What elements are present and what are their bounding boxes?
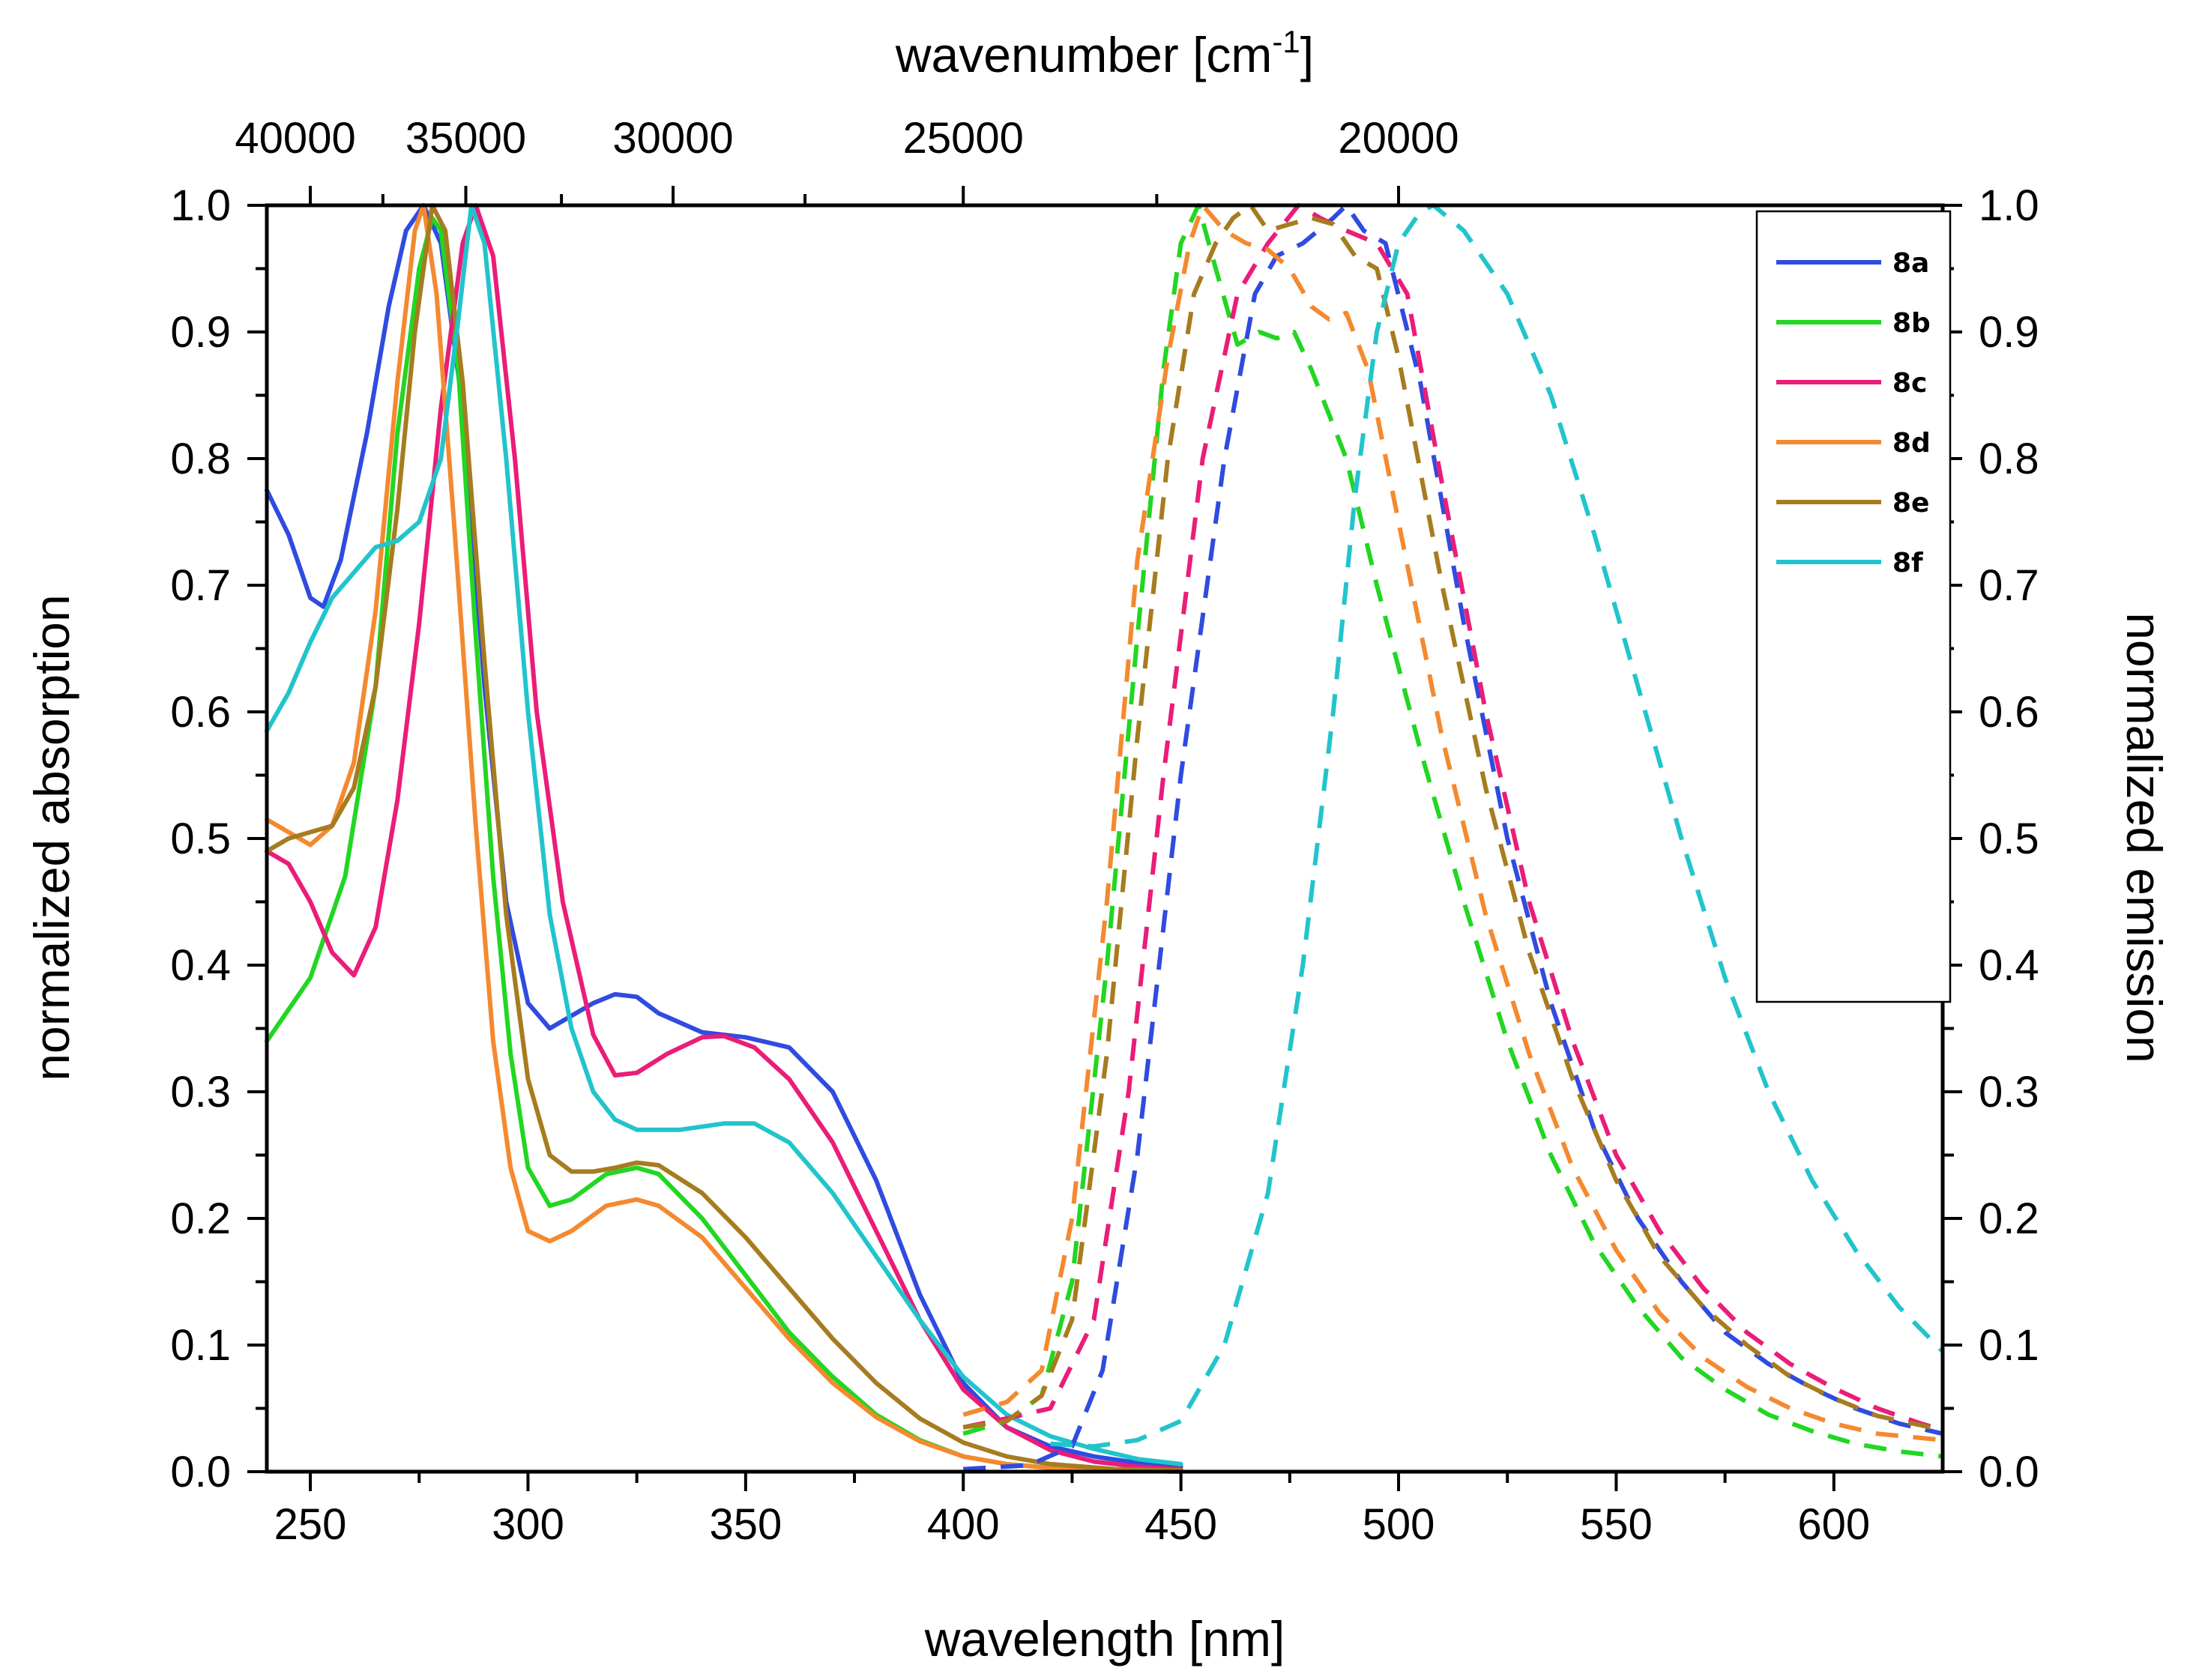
y2-tick-label: 0.5 (1979, 815, 2039, 863)
legend-label-8f: 8f (1892, 548, 1923, 578)
y-tick-label: 0.2 (170, 1194, 231, 1243)
legend-label-8d: 8d (1892, 428, 1931, 459)
y2-axis-title: normalized emission (2117, 612, 2172, 1063)
y2-tick-label: 0.0 (1979, 1448, 2039, 1496)
top-axis-title: wavenumber [cm-1] (895, 24, 1314, 82)
absorption-line-8e (265, 203, 1183, 1473)
x-axis-title: wavelength [nm] (924, 1611, 1285, 1667)
y-tick-label: 0.4 (170, 941, 231, 990)
absorption-line-8f (265, 203, 1183, 1466)
axes-layer: 250 300 350 400 450 500 550 600 40000 35000 30000 2… (170, 114, 2039, 1549)
y2-tick-label: 1.0 (1979, 181, 2039, 230)
top-axis-title-end: ] (1300, 27, 1314, 82)
emission-line-8b (962, 203, 1943, 1459)
y-tick-label: 0.9 (170, 308, 231, 357)
y-tick-label: 1.0 (170, 181, 231, 230)
emission-line-8d (962, 203, 1943, 1442)
y-tick-label: 0.5 (170, 815, 231, 863)
top-tick-label: 35000 (405, 114, 526, 163)
x-tick-label: 600 (1797, 1500, 1870, 1549)
y-tick-label: 0.8 (170, 435, 231, 483)
absorption-line-8d (265, 203, 1183, 1474)
legend-label-8c: 8c (1892, 368, 1927, 399)
top-tick-label: 30000 (612, 114, 733, 163)
x-tick-label: 400 (927, 1500, 1000, 1549)
y2-tick-label: 0.9 (1979, 308, 2039, 357)
top-tick-label: 40000 (235, 114, 355, 163)
y2-tick-label: 0.6 (1979, 688, 2039, 737)
top-axis-title-superscript: -1 (1272, 24, 1300, 59)
x-tick-label: 500 (1363, 1500, 1435, 1549)
y2-tick-label: 0.7 (1979, 561, 2039, 610)
y2-tick-label: 0.8 (1979, 435, 2039, 483)
x-tick-label: 450 (1144, 1500, 1217, 1549)
top-axis-title-main: wavenumber [cm (895, 27, 1273, 82)
y-tick-label: 0.6 (170, 688, 231, 737)
y2-tick-label: 0.1 (1979, 1321, 2039, 1370)
absorption-line-8c (265, 203, 1183, 1472)
x-tick-label: 250 (274, 1500, 347, 1549)
y-tick-label: 0.1 (170, 1321, 231, 1370)
legend-label-8a: 8a (1892, 248, 1929, 279)
top-tick-label: 25000 (903, 114, 1024, 163)
top-tick-label: 20000 (1338, 114, 1459, 163)
x-tick-label: 550 (1580, 1500, 1653, 1549)
series-layer (265, 203, 1945, 1474)
y-tick-label: 0.0 (170, 1448, 231, 1496)
emission-line-8e (962, 203, 1943, 1433)
y2-tick-label: 0.4 (1979, 941, 2039, 990)
x-tick-label: 300 (492, 1500, 564, 1549)
legend-label-8b: 8b (1892, 308, 1931, 339)
plot-background (267, 205, 1943, 1472)
emission-line-8c (962, 203, 1943, 1433)
legend-label-8e: 8e (1892, 488, 1929, 519)
y-tick-label: 0.7 (170, 561, 231, 610)
y2-tick-label: 0.3 (1979, 1068, 2039, 1117)
legend: 8a 8b 8c 8d 8e 8f (1755, 210, 1952, 1003)
y2-tick-label: 0.2 (1979, 1194, 2039, 1243)
y-tick-label: 0.3 (170, 1068, 231, 1117)
x-tick-label: 350 (709, 1500, 782, 1549)
legend-box (1755, 210, 1952, 1003)
y-axis-title: normalized absorption (24, 594, 79, 1081)
emission-line-8a (963, 203, 1943, 1472)
